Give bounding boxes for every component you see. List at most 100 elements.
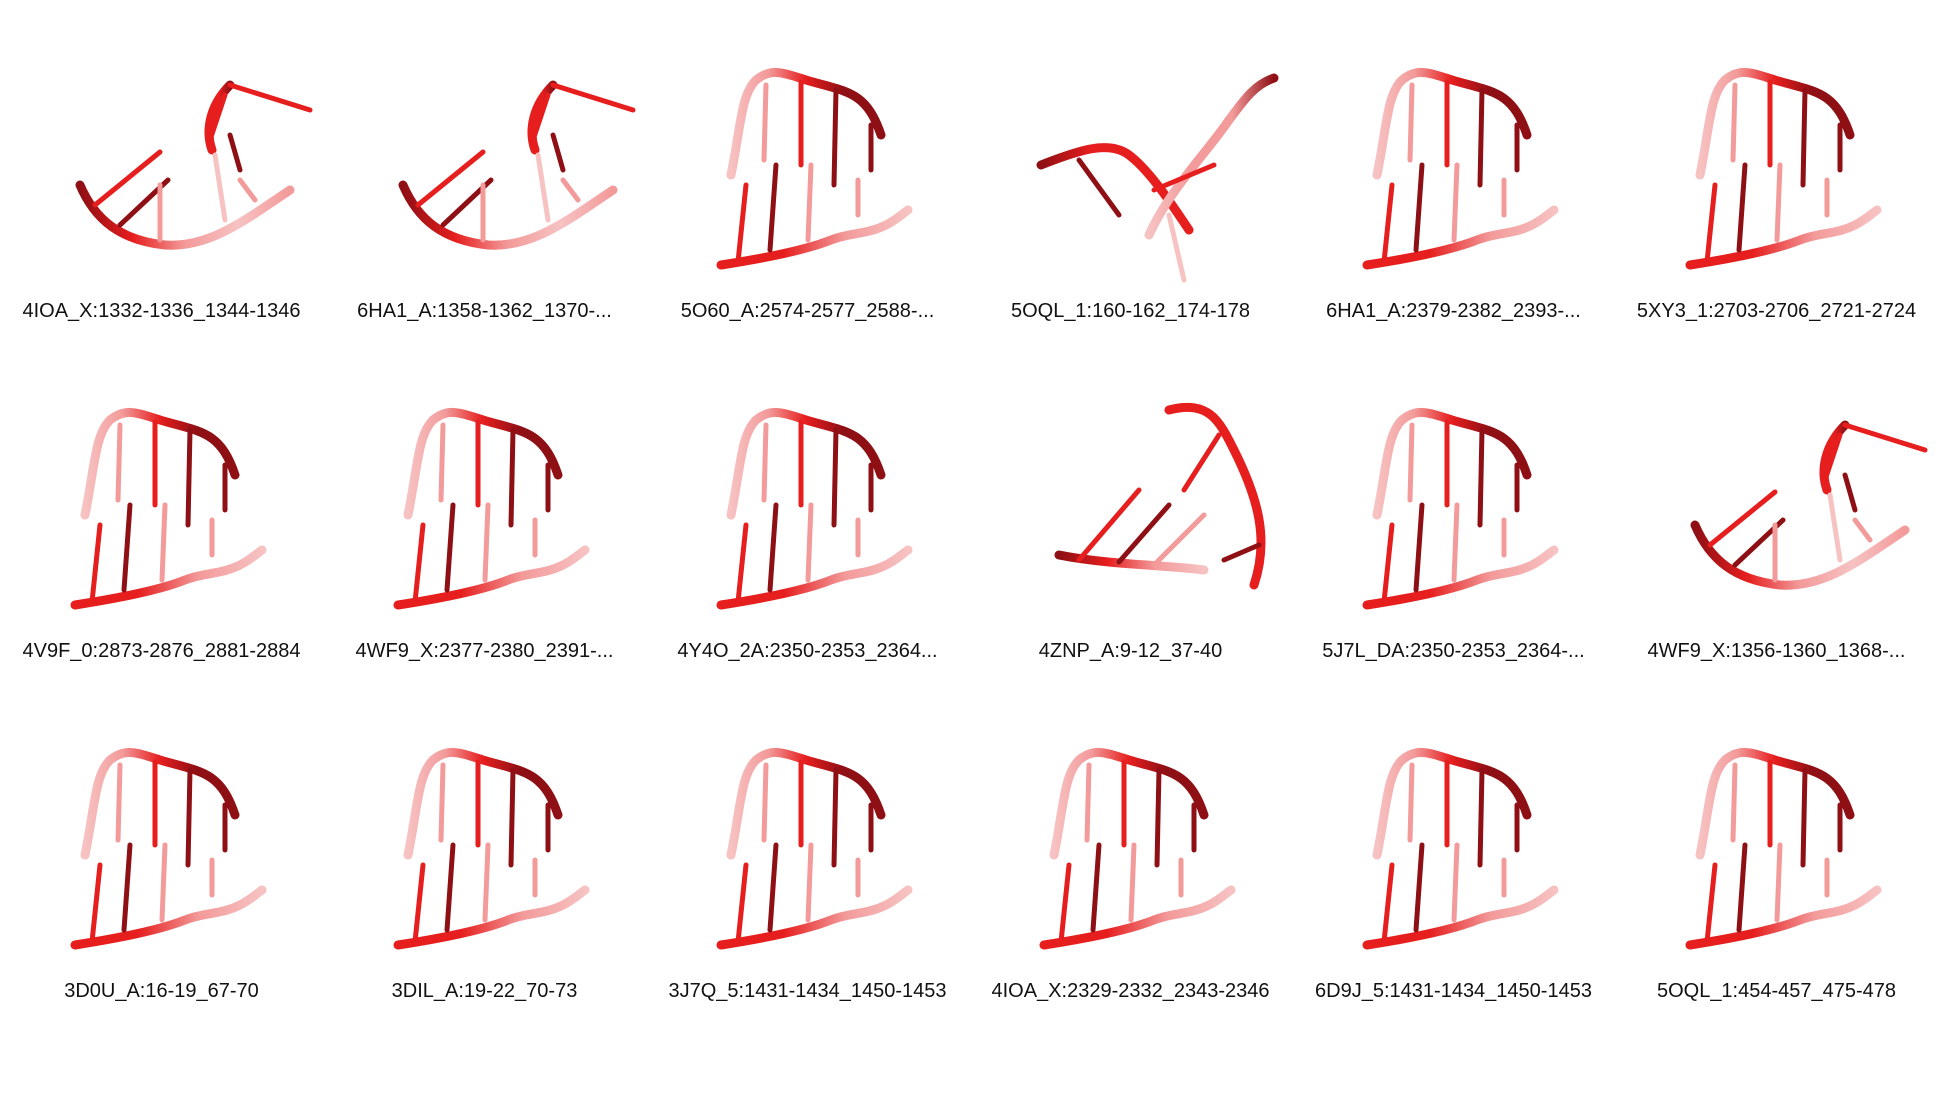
base-pair-stick bbox=[1477, 427, 1485, 528]
base-pair-stick bbox=[1852, 517, 1873, 543]
base-pair-stick bbox=[1730, 82, 1738, 163]
bottom-strand bbox=[393, 545, 590, 610]
base-pair-stick bbox=[444, 842, 456, 933]
base-pair-stick bbox=[1451, 162, 1460, 243]
base-pair-stick bbox=[412, 862, 426, 945]
base-pair-stick bbox=[560, 177, 581, 203]
top-strand bbox=[1036, 143, 1194, 235]
base-pair-stick bbox=[1151, 162, 1217, 193]
base-pair-stick bbox=[1221, 542, 1262, 563]
base-pair-stick bbox=[530, 92, 551, 143]
base-pair-stick bbox=[1116, 502, 1172, 565]
base-pair-stick bbox=[159, 842, 168, 923]
base-pair-stick bbox=[1800, 87, 1808, 188]
structure-panel: 5XY3_1:2703-2706_2721-2724 bbox=[1615, 0, 1938, 340]
top-strand bbox=[1695, 68, 1855, 180]
base-pair-stick bbox=[1201, 127, 1227, 153]
base-pair-stick bbox=[1076, 157, 1122, 218]
base-pair-stick bbox=[1730, 762, 1738, 843]
structure-panel: 5OQL_1:160-162_174-178 bbox=[969, 0, 1292, 340]
top-strand bbox=[1819, 420, 1850, 495]
structure-panel: 6D9J_5:1431-1434_1450-1453 bbox=[1292, 680, 1615, 1020]
base-pair-stick bbox=[121, 842, 133, 933]
base-pair-stick bbox=[1842, 422, 1928, 453]
top-strand bbox=[1695, 748, 1855, 860]
base-pair-stick bbox=[831, 87, 839, 188]
base-pair-stick bbox=[1381, 182, 1395, 265]
base-pair-stick bbox=[1477, 87, 1485, 188]
structure-panel: 5OQL_1:454-457_475-478 bbox=[1615, 680, 1938, 1020]
base-pair-stick bbox=[767, 842, 779, 933]
top-strand bbox=[80, 408, 240, 520]
structure-panel: 4Y4O_2A:2350-2353_2364... bbox=[646, 340, 969, 680]
base-pair-stick bbox=[1413, 842, 1425, 933]
base-pair-stick bbox=[1413, 162, 1425, 253]
rna-structure-render bbox=[393, 748, 590, 950]
base-pair-stick bbox=[1128, 842, 1137, 923]
base-pair-stick bbox=[831, 767, 839, 868]
base-pair-stick bbox=[761, 762, 769, 843]
rna-structure-render bbox=[1690, 420, 1928, 590]
base-pair-stick bbox=[1181, 432, 1222, 493]
base-pair-stick bbox=[92, 149, 163, 208]
base-pair-stick bbox=[227, 132, 243, 173]
top-strand bbox=[1372, 408, 1532, 520]
base-pair-stick bbox=[89, 862, 103, 945]
base-pair-stick bbox=[1058, 862, 1072, 945]
structure-panel: 6HA1_A:1358-1362_1370-... bbox=[323, 0, 646, 340]
rna-structure-render bbox=[75, 80, 313, 250]
bottom-strand bbox=[716, 205, 913, 270]
base-pair-stick bbox=[535, 152, 551, 223]
base-pair-stick bbox=[1736, 842, 1748, 933]
base-pair-stick bbox=[412, 522, 426, 605]
rna-structure-render bbox=[70, 408, 267, 610]
rna-structure-render bbox=[398, 80, 636, 250]
base-pair-stick bbox=[1774, 162, 1783, 243]
structure-label: 5O60_A:2574-2577_2588-... bbox=[680, 300, 935, 322]
rna-structure-render bbox=[70, 748, 267, 950]
bottom-strand bbox=[70, 885, 267, 950]
bottom-strand bbox=[398, 180, 618, 250]
base-pair-stick bbox=[1166, 212, 1187, 283]
base-pair-stick bbox=[115, 422, 123, 503]
base-pair-stick bbox=[1090, 842, 1102, 933]
structure-panel: 6HA1_A:2379-2382_2393-... bbox=[1292, 0, 1615, 340]
base-pair-stick bbox=[1736, 162, 1748, 253]
base-pair-stick bbox=[438, 762, 446, 843]
base-pair-stick bbox=[1151, 512, 1207, 568]
base-pair-stick bbox=[805, 842, 814, 923]
base-pair-stick bbox=[1707, 489, 1778, 548]
structure-panel: 4WF9_X:1356-1360_1368-... bbox=[1615, 340, 1938, 680]
base-pair-stick bbox=[1381, 522, 1395, 605]
base-pair-stick bbox=[185, 427, 193, 528]
base-pair-stick bbox=[1800, 767, 1808, 868]
rna-structure-render bbox=[1362, 68, 1559, 270]
structure-label: 6HA1_A:1358-1362_1370-... bbox=[357, 300, 612, 322]
base-pair-stick bbox=[227, 82, 313, 113]
base-pair-stick bbox=[185, 767, 193, 868]
rna-structure-render bbox=[716, 408, 913, 610]
bottom-strand bbox=[1685, 885, 1882, 950]
base-pair-stick bbox=[805, 162, 814, 243]
base-pair-stick bbox=[550, 132, 566, 173]
base-pair-stick bbox=[482, 842, 491, 923]
structure-panel: 4ZNP_A:9-12_37-40 bbox=[969, 340, 1292, 680]
bottom-strand bbox=[1362, 885, 1559, 950]
structure-label: 4V9F_0:2873-2876_2881-2884 bbox=[22, 640, 301, 662]
base-pair-stick bbox=[508, 767, 516, 868]
top-strand bbox=[204, 80, 235, 155]
structure-label: 3D0U_A:16-19_67-70 bbox=[64, 980, 259, 1002]
base-pair-stick bbox=[1076, 487, 1142, 563]
base-pair-stick bbox=[1704, 182, 1718, 265]
base-pair-stick bbox=[1704, 862, 1718, 945]
base-pair-stick bbox=[761, 82, 769, 163]
rna-structure-render bbox=[1054, 402, 1266, 590]
base-pair-stick bbox=[767, 502, 779, 593]
structure-label: 4WF9_X:1356-1360_1368-... bbox=[1647, 640, 1906, 662]
structure-label: 4WF9_X:2377-2380_2391-... bbox=[355, 640, 614, 662]
base-pair-stick bbox=[1451, 502, 1460, 583]
base-pair-stick bbox=[1822, 432, 1843, 483]
structure-panel: 4WF9_X:2377-2380_2391-... bbox=[323, 340, 646, 680]
base-pair-stick bbox=[1407, 82, 1415, 163]
